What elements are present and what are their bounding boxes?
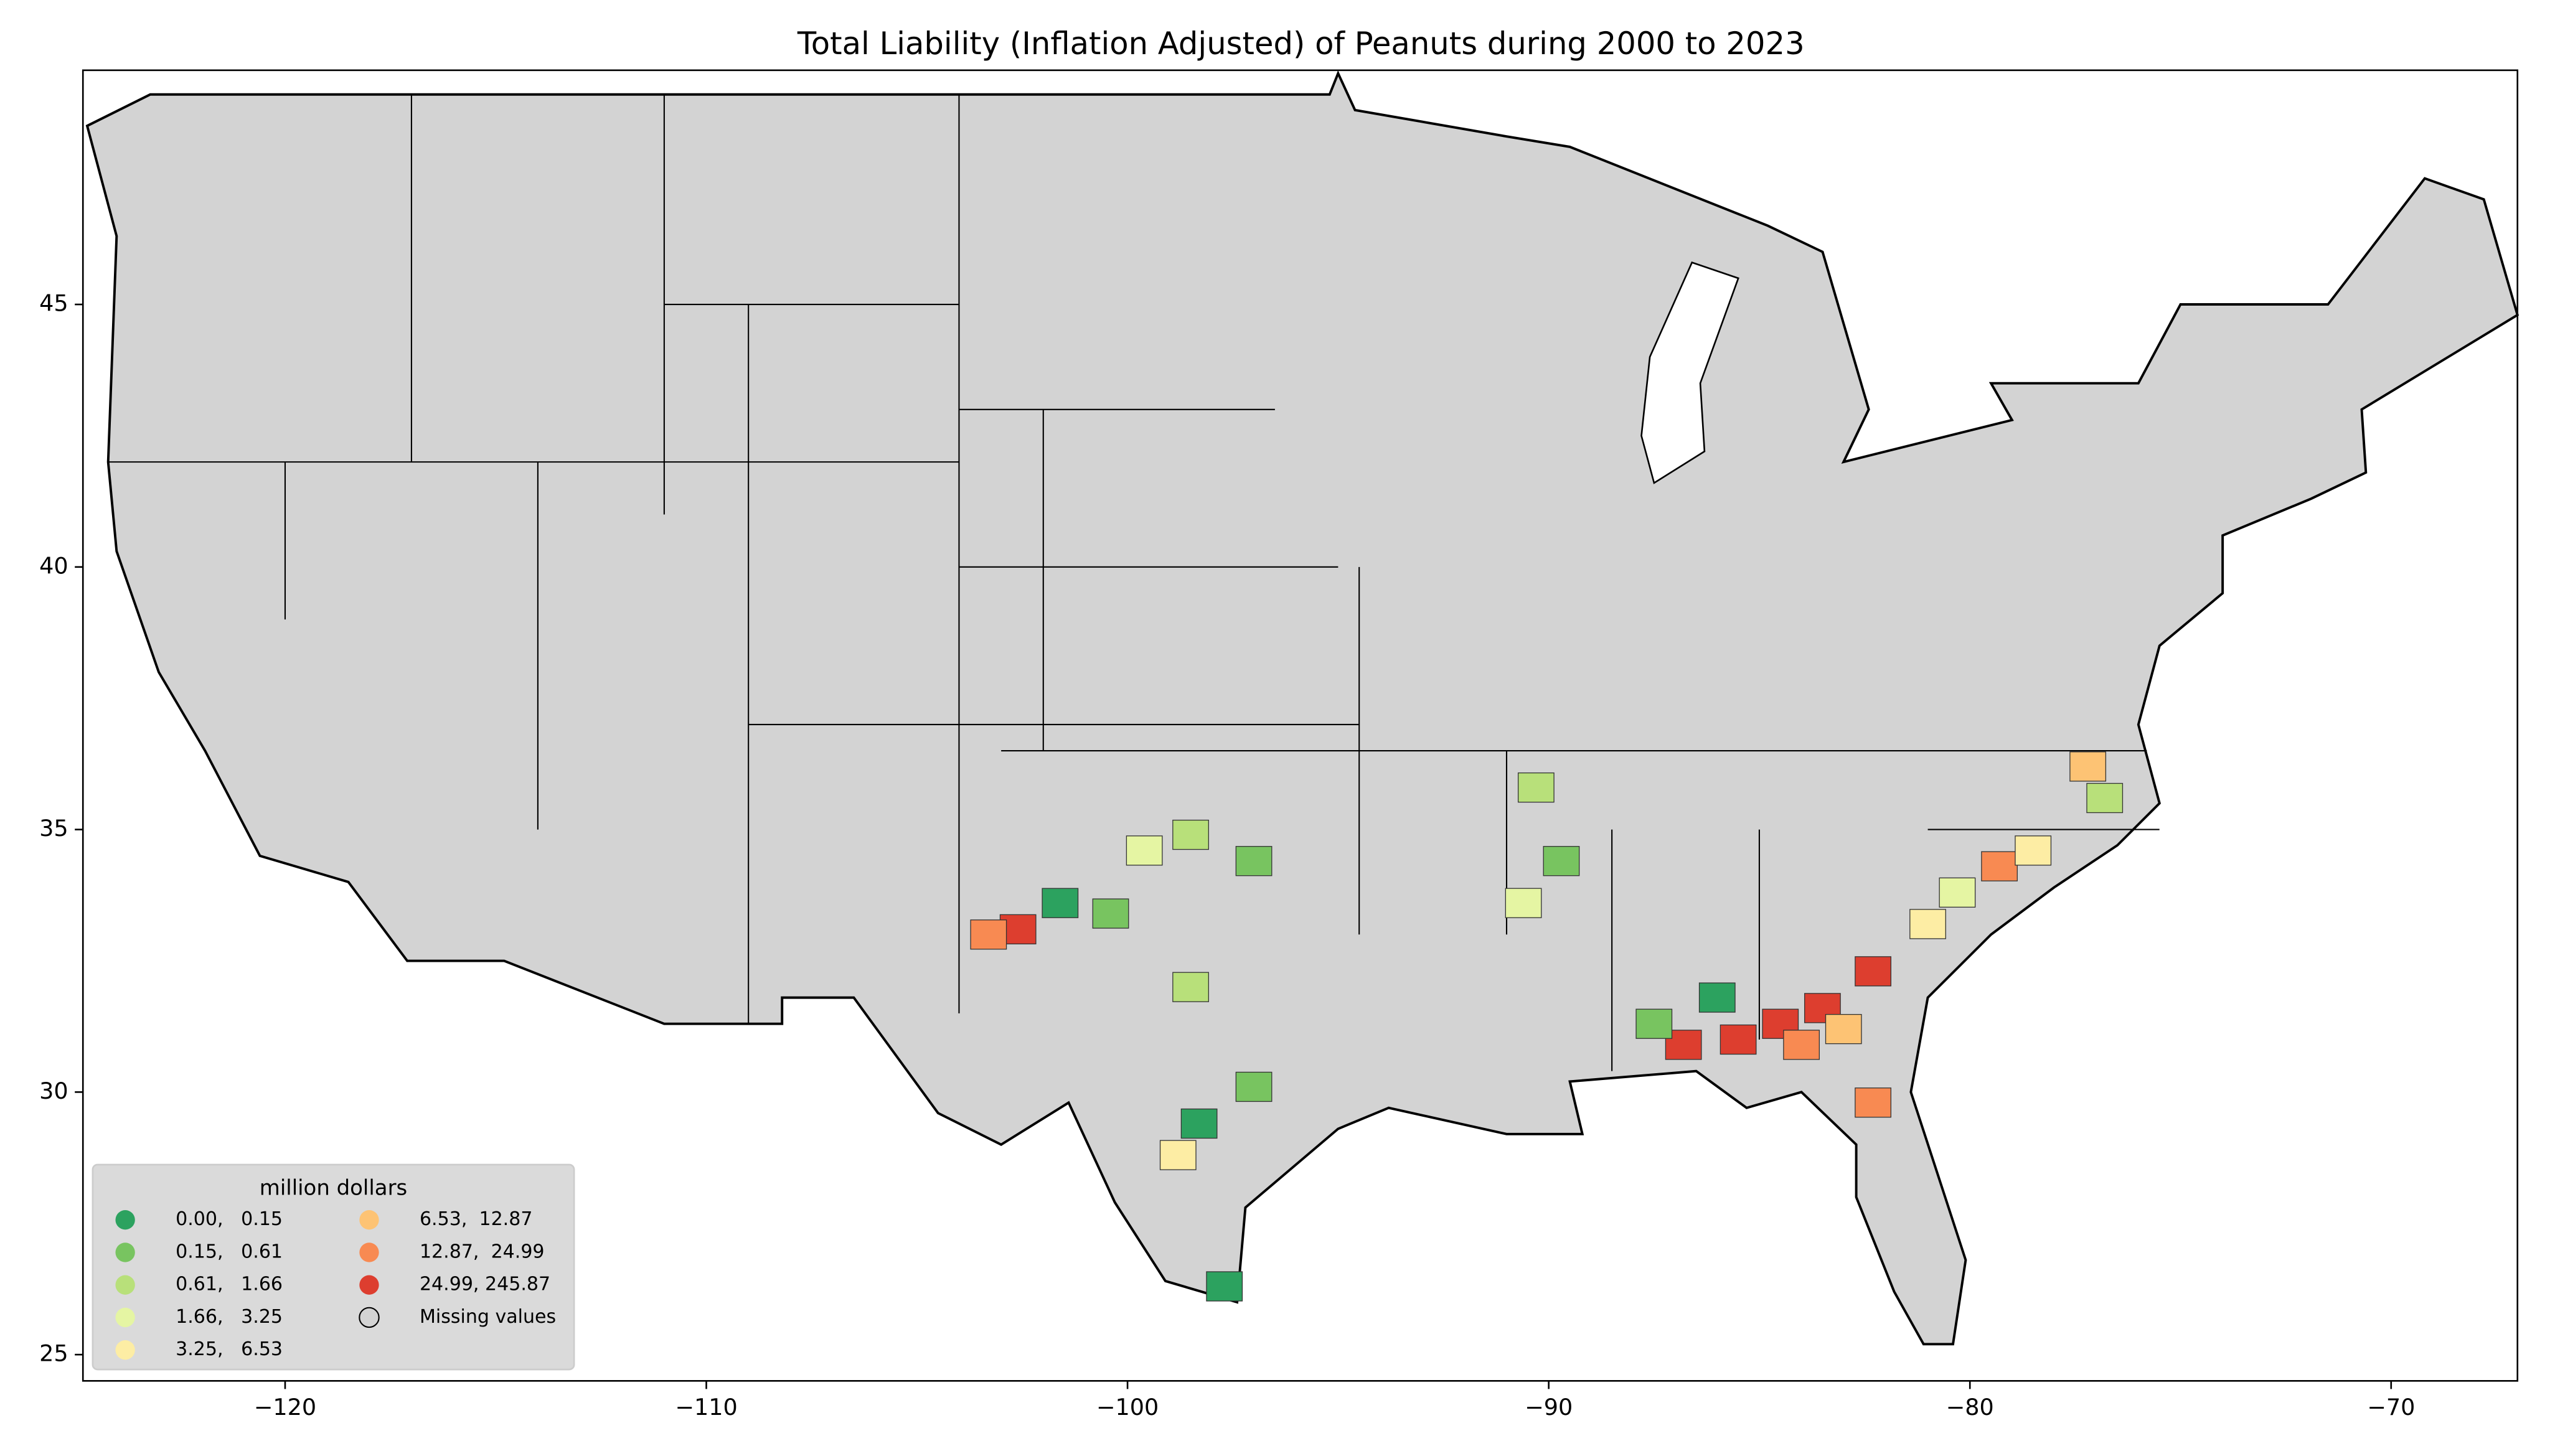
county-cluster xyxy=(1042,888,1079,918)
county-cluster xyxy=(1635,1008,1673,1039)
legend-marker xyxy=(115,1275,135,1295)
x-tick-label: −100 xyxy=(1096,1394,1159,1421)
legend-marker xyxy=(115,1210,135,1230)
lake-michigan xyxy=(1640,261,1739,484)
axes: −120 −110 −100 −90 −80 −70 25 30 35 40 45 xyxy=(39,290,2415,1421)
y-tick-label: 40 xyxy=(39,552,68,579)
county-cluster xyxy=(1235,1071,1273,1102)
legend-label: 0.15, 0.61 xyxy=(176,1241,283,1262)
legend-label: Missing values xyxy=(420,1306,556,1328)
legend-box xyxy=(92,1163,575,1371)
x-tick-label: −120 xyxy=(254,1394,316,1421)
x-tick-label: −80 xyxy=(1946,1394,1994,1421)
county-cluster xyxy=(1180,1108,1218,1139)
legend-label: 12.87, 24.99 xyxy=(420,1241,545,1262)
x-tick-label: −70 xyxy=(2367,1394,2415,1421)
county-cluster xyxy=(1543,846,1580,876)
county-cluster xyxy=(1720,1024,1757,1055)
county-cluster xyxy=(1092,898,1129,929)
county-cluster xyxy=(1909,909,1946,939)
x-tick-label: −90 xyxy=(1525,1394,1573,1421)
county-cluster xyxy=(1172,819,1209,850)
legend-label: 0.00, 0.15 xyxy=(176,1208,283,1230)
map xyxy=(85,70,2519,1346)
county-cluster xyxy=(970,919,1007,950)
y-tick-label: 35 xyxy=(39,815,68,842)
county-cluster xyxy=(1505,888,1542,918)
county-cluster xyxy=(1855,956,1892,987)
county-cluster xyxy=(2069,751,2107,782)
legend-marker xyxy=(359,1210,379,1230)
county-cluster xyxy=(1981,851,2018,881)
county-cluster xyxy=(1762,1008,1799,1039)
legend-label: 3.25, 6.53 xyxy=(176,1338,283,1360)
county-cluster xyxy=(1126,835,1163,866)
county-cluster xyxy=(1206,1271,1243,1302)
county-cluster xyxy=(1235,846,1273,876)
legend-label: 24.99, 245.87 xyxy=(420,1274,550,1295)
legend-label: 6.53, 12.87 xyxy=(420,1208,532,1230)
y-tick-label: 45 xyxy=(39,290,68,317)
legend: million dollars 0.00, 0.15 0.15, 0.61 0.61… xyxy=(92,1163,575,1371)
legend-label: 0.61, 1.66 xyxy=(176,1274,283,1295)
county-cluster xyxy=(1517,772,1555,803)
legend-label: 1.66, 3.25 xyxy=(176,1306,283,1328)
legend-marker xyxy=(359,1275,379,1295)
legend-title: million dollars xyxy=(260,1176,407,1201)
chart-title: Total Liability (Inflation Adjusted) of … xyxy=(797,26,1805,62)
legend-marker xyxy=(115,1242,135,1262)
county-cluster xyxy=(1825,1013,1862,1045)
us-outline xyxy=(85,70,2519,1346)
county-cluster xyxy=(1939,877,1976,908)
county-cluster xyxy=(2015,835,2052,866)
county-cluster xyxy=(1159,1140,1197,1170)
y-tick-label: 25 xyxy=(39,1340,68,1367)
legend-marker xyxy=(115,1340,135,1360)
county-cluster xyxy=(1698,982,1736,1013)
legend-marker xyxy=(115,1307,135,1328)
x-tick-label: −110 xyxy=(675,1394,737,1421)
legend-marker xyxy=(359,1242,379,1262)
county-cluster xyxy=(2086,782,2124,814)
county-cluster xyxy=(1783,1030,1820,1060)
legend-marker xyxy=(359,1307,380,1328)
county-cluster xyxy=(1855,1087,1892,1118)
y-tick-label: 30 xyxy=(39,1078,68,1104)
county-cluster xyxy=(1172,972,1209,1002)
